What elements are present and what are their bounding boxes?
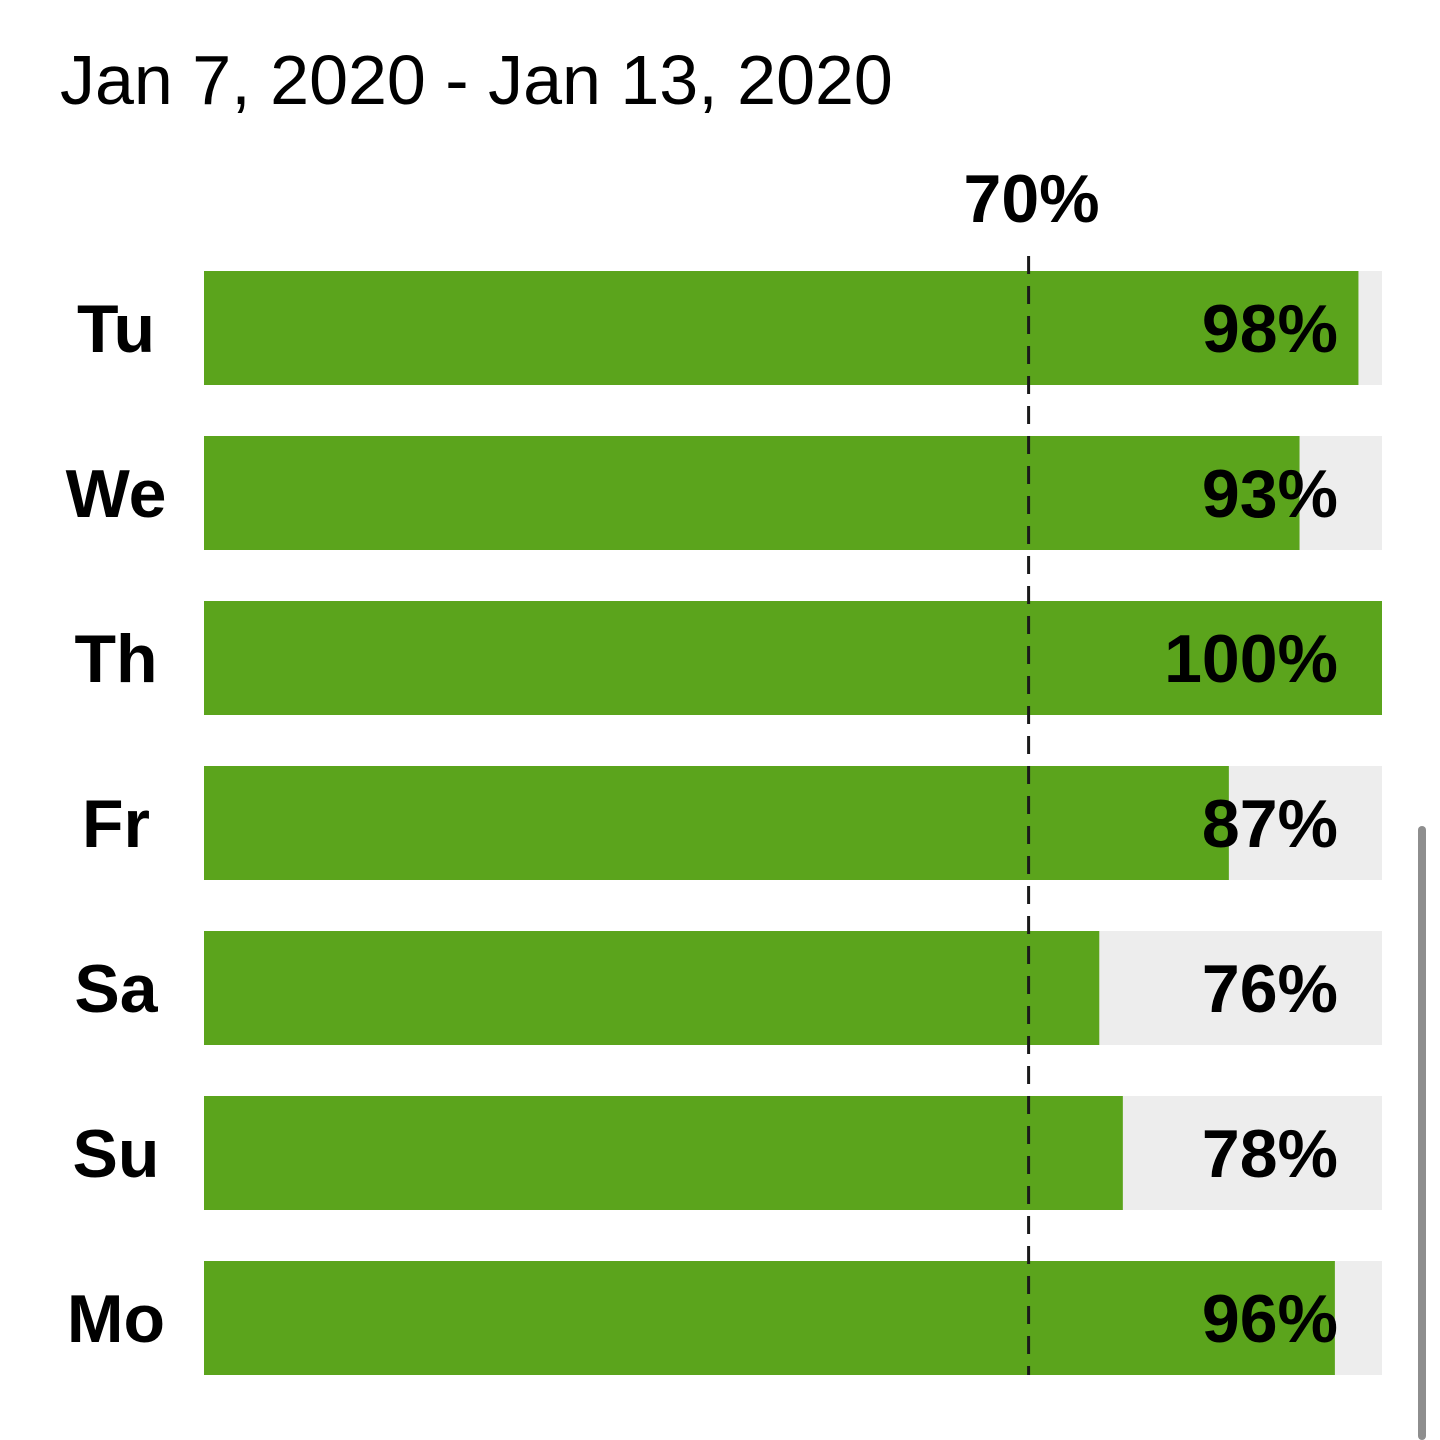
day-label-tu: Tu [77,291,155,367]
day-label-sa: Sa [74,951,158,1027]
bar-mo [204,1261,1335,1375]
bar-we [204,436,1300,550]
day-label-mo: Mo [67,1281,165,1357]
value-label-fr: 87% [1202,786,1338,862]
vertical-scrollbar[interactable] [1418,826,1426,1440]
bar-su [204,1096,1123,1210]
target-label: 70% [964,161,1100,237]
bars-layer [204,271,1382,1375]
bar-th [204,601,1382,715]
labels-layer: Tu 98% We 93% Th 100% Fr 87% Sa 76% Su 78% Mo 96% [66,291,1338,1357]
day-label-we: We [66,456,167,532]
value-label-mo: 96% [1202,1281,1338,1357]
day-label-su: Su [73,1116,160,1192]
value-label-su: 78% [1202,1116,1338,1192]
day-label-th: Th [74,621,157,697]
value-label-tu: 98% [1202,291,1338,367]
bar-fr [204,766,1229,880]
day-label-fr: Fr [82,786,150,862]
date-range-title: Jan 7, 2020 - Jan 13, 2020 [60,41,893,119]
bar-tu [204,271,1359,385]
value-label-th: 100% [1164,621,1338,697]
value-label-sa: 76% [1202,951,1338,1027]
value-label-we: 93% [1202,456,1338,532]
bar-sa [204,931,1100,1045]
